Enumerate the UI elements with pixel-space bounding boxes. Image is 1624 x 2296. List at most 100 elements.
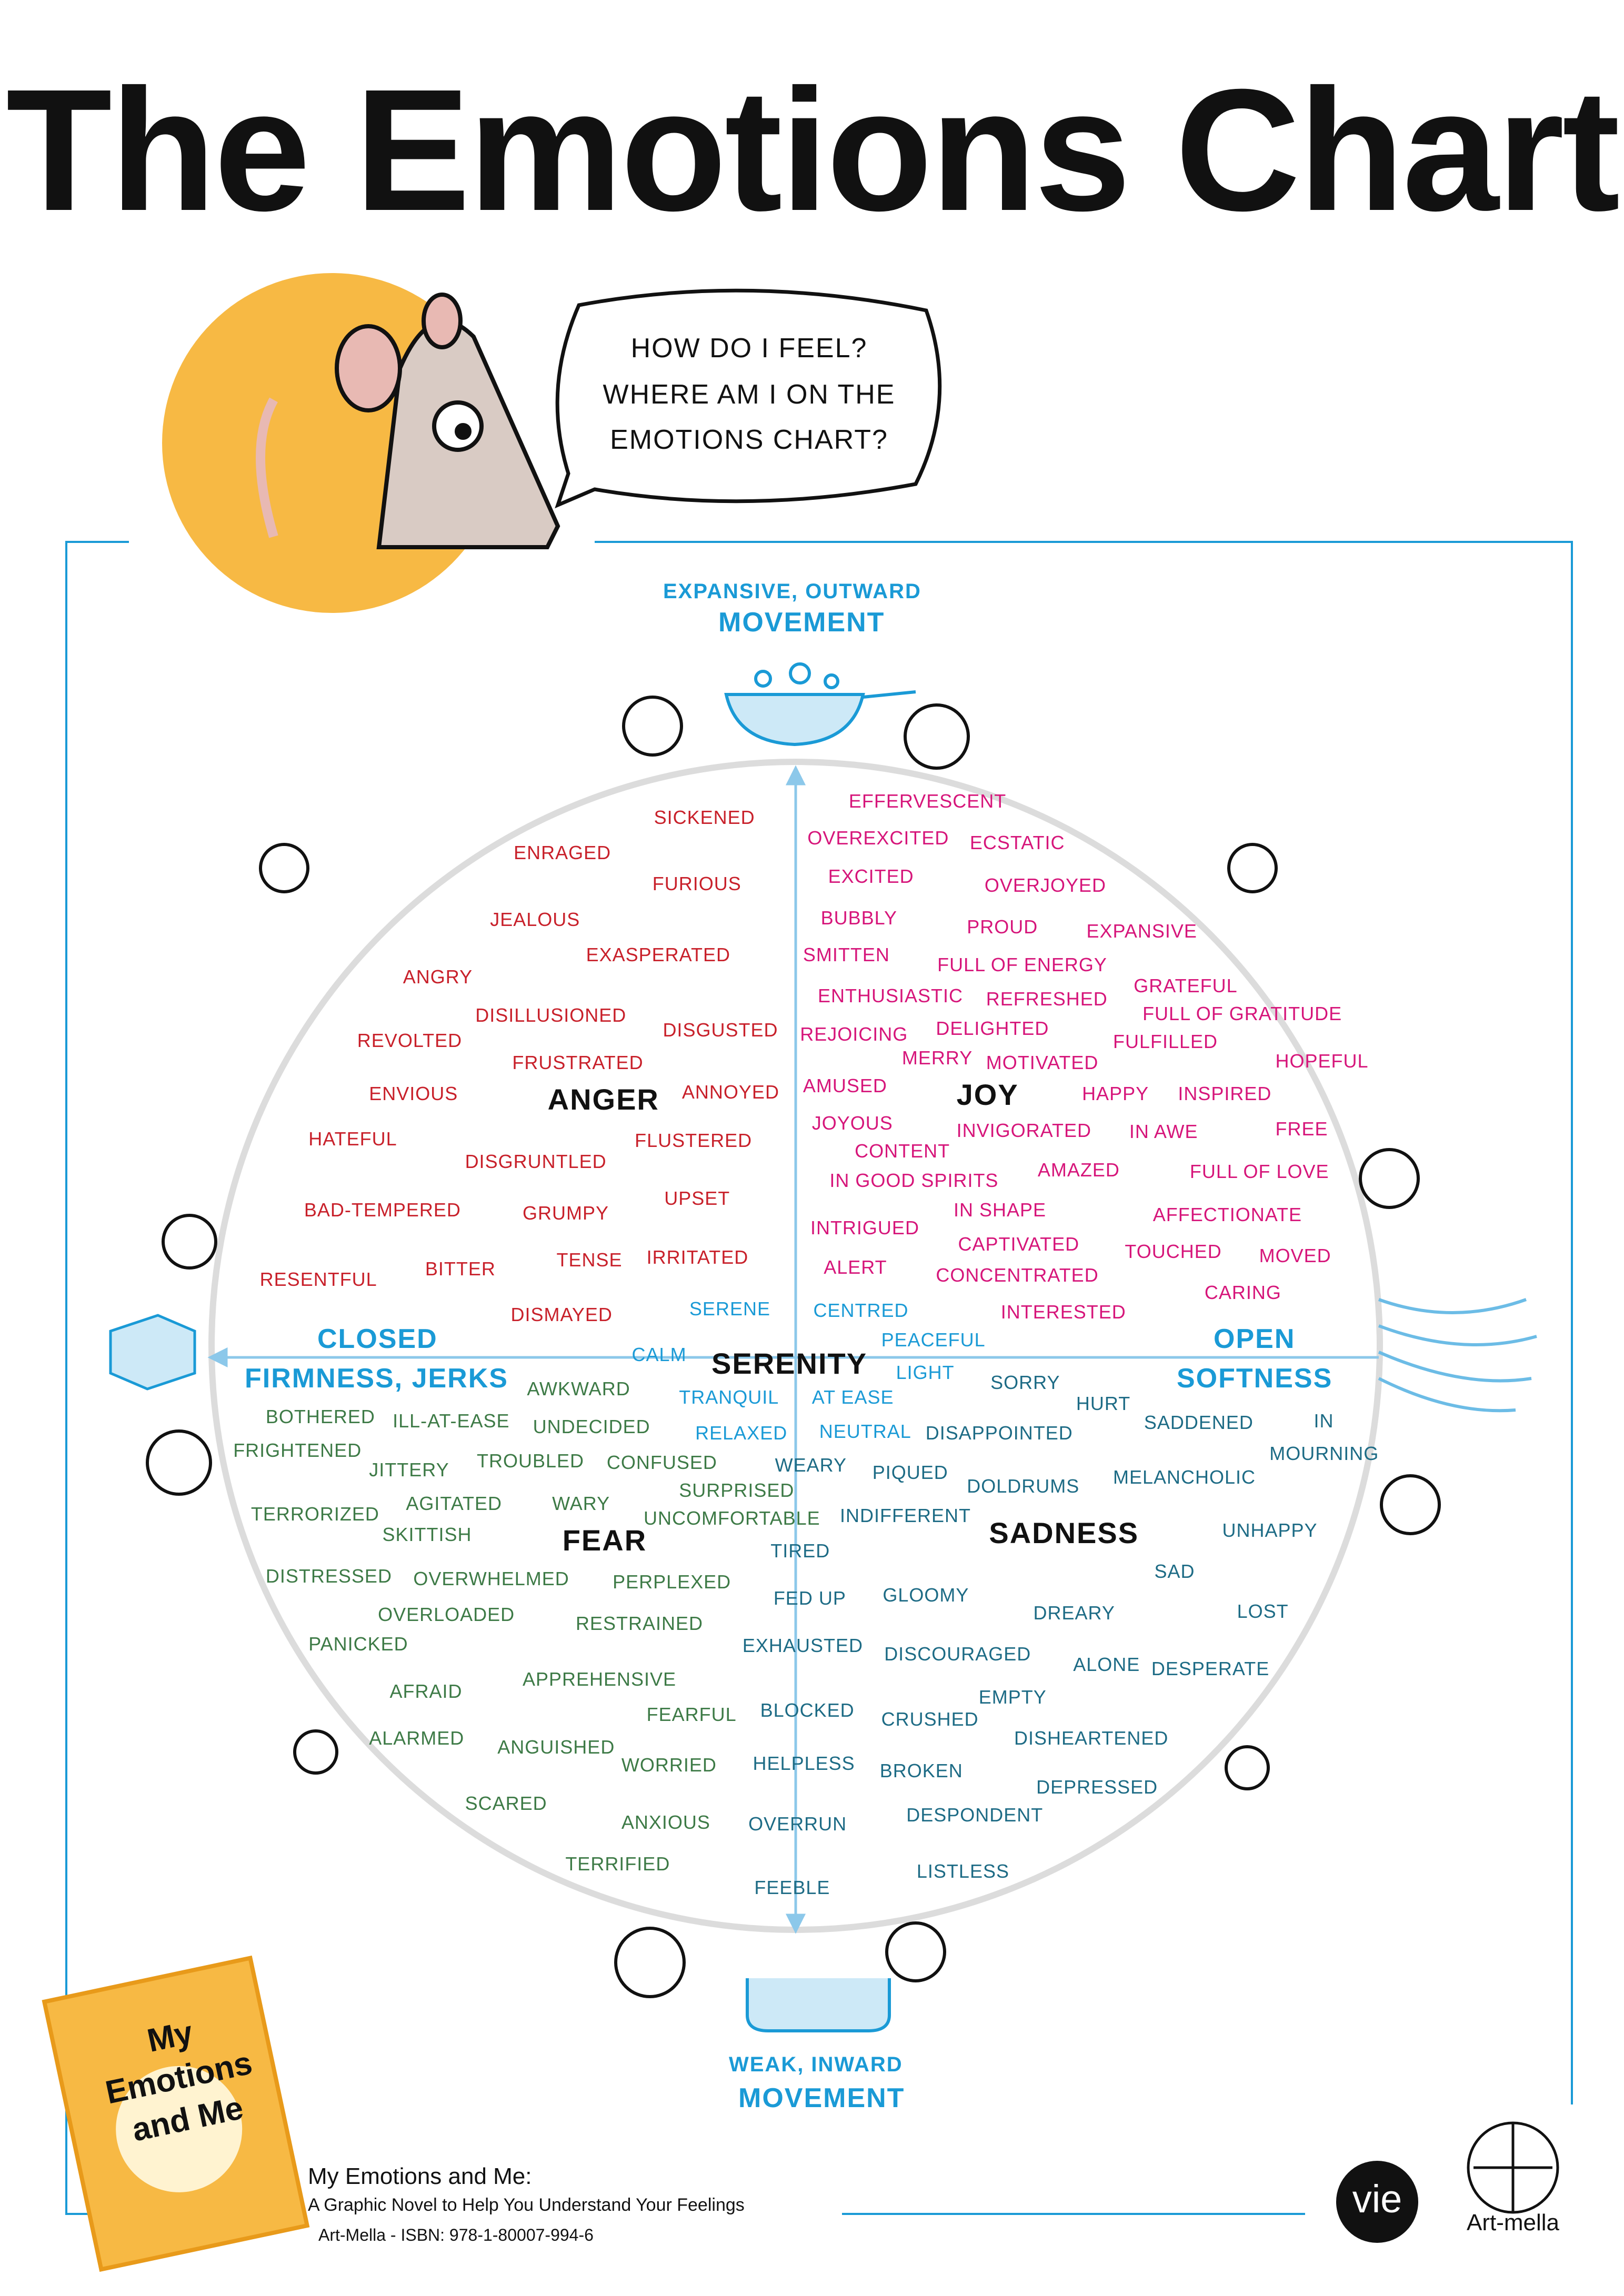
emotion-word-sadness: DISAPPOINTED (925, 1422, 1073, 1444)
emotion-word-fear: RESTRAINED (575, 1612, 703, 1634)
doodle-figures (146, 696, 1441, 1998)
emotion-word-serenity: LIGHT (896, 1361, 955, 1383)
emotion-word-joy: SMITTEN (803, 943, 890, 965)
publisher-logo-text: vie (1352, 2177, 1402, 2221)
emotion-word-sadness: DEPRESSED (1036, 1776, 1158, 1798)
emotion-word-joy: MOVED (1259, 1245, 1331, 1267)
emotion-word-joy: GRATEFUL (1134, 974, 1238, 996)
emotion-word-fear: OVERWHELMED (413, 1568, 569, 1590)
emotion-word-joy: AMUSED (803, 1075, 887, 1097)
quadrant-label-joy: JOY (956, 1078, 1019, 1112)
emotion-word-fear: SURPRISED (679, 1479, 795, 1502)
emotion-word-joy: ECSTATIC (969, 831, 1065, 853)
axis-arrows (207, 765, 1379, 1934)
emotion-word-sadness: CRUSHED (881, 1708, 979, 1730)
emotion-word-fear: OVERLOADED (378, 1603, 515, 1625)
knife-figure-icon (162, 1214, 217, 1270)
pushing-figure-icon (259, 843, 309, 893)
emotion-word-fear: DISTRESSED (265, 1565, 392, 1587)
emotion-word-fear: PANICKED (308, 1633, 408, 1655)
boiling-pot-icon (724, 662, 916, 747)
emotion-word-sadness: FED UP (773, 1587, 846, 1609)
emotion-word-sadness: BROKEN (879, 1760, 963, 1781)
emotion-word-serenity: TRANQUIL (679, 1386, 779, 1408)
emotion-word-anger: ANGRY (403, 965, 473, 988)
mouse-illustration (256, 293, 560, 549)
water-basin-icon (746, 1978, 891, 2032)
emotion-word-joy: ALERT (824, 1256, 887, 1278)
emotion-word-sadness: LISTLESS (916, 1860, 1009, 1882)
emotion-word-sadness: DISHEARTENED (1014, 1727, 1169, 1749)
emotion-word-sadness: FEEBLE (754, 1876, 830, 1898)
emotion-word-sadness: LOST (1237, 1600, 1289, 1623)
sad-figure-icon (885, 1921, 946, 1982)
emotion-word-joy: INTRIGUED (810, 1216, 919, 1238)
emotion-word-sadness: DOLDRUMS (967, 1475, 1080, 1497)
emotion-word-joy: IN GOOD SPIRITS (829, 1170, 999, 1191)
book-credit: Art-Mella - ISBN: 978-1-80007-994-6 (318, 2225, 594, 2244)
emotion-word-fear: SKITTISH (382, 1524, 472, 1546)
emotion-word-fear: SCARED (465, 1792, 547, 1814)
art-mella-logo (1467, 2121, 1559, 2214)
emotion-word-joy: BUBBLY (820, 907, 897, 929)
emotion-word-sadness: MOURNING (1269, 1442, 1379, 1464)
emotion-word-joy: FREE (1275, 1117, 1328, 1140)
emotion-word-joy: INVIGORATED (956, 1119, 1091, 1141)
emotion-word-joy: FULFILLED (1112, 1031, 1218, 1053)
emotion-word-sadness: IN (1314, 1410, 1334, 1432)
emotion-word-joy: FULL OF ENERGY (937, 954, 1107, 976)
axis-right-line2: SOFTNESS (1177, 1363, 1333, 1394)
axis-bottom-line1: WEAK, INWARD (729, 2053, 903, 2076)
quadrant-label-fear: FEAR (562, 1524, 647, 1557)
emotion-word-fear: PERPLEXED (613, 1570, 731, 1593)
emotion-word-anger: DISMAYED (510, 1304, 613, 1326)
emotion-word-anger: REVOLTED (357, 1029, 463, 1051)
emotion-word-fear: JITTERY (369, 1458, 449, 1481)
quadrant-label-sadness: SADNESS (989, 1516, 1139, 1550)
emotion-word-joy: JOYOUS (811, 1112, 893, 1134)
emotion-word-joy: FULL OF LOVE (1189, 1161, 1329, 1183)
emotion-word-fear: TERRIFIED (565, 1852, 670, 1875)
emotion-word-anger: HATEFUL (308, 1128, 397, 1150)
emotion-word-fear: CONFUSED (606, 1451, 717, 1473)
angry-face-icon (622, 696, 683, 757)
crying-reader-icon (1380, 1474, 1441, 1535)
emotion-word-fear: FEARFUL (646, 1704, 737, 1726)
emotion-word-sadness: PIQUED (872, 1462, 948, 1484)
axis-bottom-line2: MOVEMENT (738, 2083, 905, 2113)
drooping-figure-icon (1225, 1745, 1270, 1790)
emotion-word-serenity: PEACEFUL (881, 1328, 986, 1351)
walking-figure-icon (1227, 843, 1278, 893)
emotion-word-anger: RESENTFUL (259, 1268, 377, 1290)
emotion-word-fear: TERRORIZED (250, 1503, 379, 1525)
emotion-word-anger: EXASPERATED (586, 943, 730, 965)
emotion-word-joy: TOUCHED (1125, 1240, 1222, 1262)
emotion-word-joy: PROUD (967, 915, 1038, 938)
emotion-word-joy: REJOICING (800, 1023, 908, 1045)
emotion-word-anger: ENVIOUS (369, 1082, 458, 1104)
emotion-word-fear: TROUBLED (477, 1449, 585, 1472)
emotion-word-anger: GRUMPY (522, 1202, 609, 1224)
ice-cube-icon (109, 1314, 196, 1391)
emotion-word-serenity: NEUTRAL (819, 1420, 911, 1442)
emotion-word-serenity: CENTRED (813, 1299, 909, 1321)
emotion-word-joy: INTERESTED (1000, 1301, 1126, 1323)
emotion-word-anger: FLUSTERED (635, 1130, 753, 1152)
emotion-word-fear: WARY (552, 1493, 610, 1515)
bubble-line-1: HOW DO I FEEL? (630, 333, 868, 364)
emotion-word-serenity: CALM (631, 1343, 687, 1365)
emotion-word-fear: FRIGHTENED (233, 1439, 362, 1462)
emotion-word-joy: AMAZED (1037, 1159, 1120, 1181)
smiling-reader-icon (1359, 1148, 1420, 1209)
emotion-word-sadness: SAD (1154, 1560, 1195, 1583)
shy-figure-icon (293, 1729, 338, 1775)
emotion-word-joy: EXPANSIVE (1086, 920, 1197, 942)
emotion-word-joy: DELIGHTED (936, 1018, 1049, 1040)
emotion-word-joy: OVEREXCITED (807, 827, 949, 849)
page-title: The Emotions Chart (6, 53, 1620, 247)
emotion-word-anger: TENSE (556, 1249, 623, 1271)
bubble-line-2: WHERE AM I ON THE (603, 379, 896, 410)
speech-bubble (555, 288, 942, 509)
emotion-word-sadness: SADDENED (1144, 1412, 1254, 1434)
